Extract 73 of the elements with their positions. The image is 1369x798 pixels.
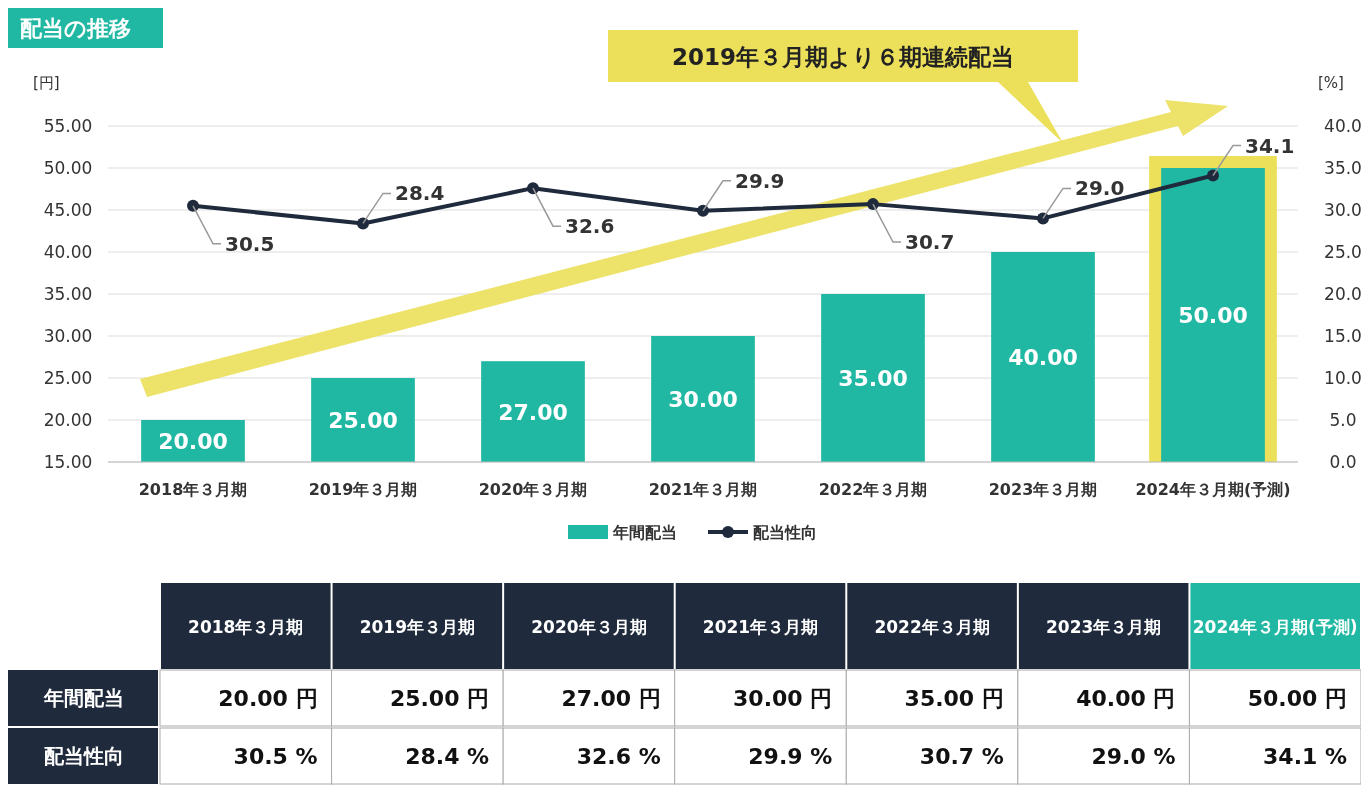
data-label: 30.7 (905, 230, 955, 255)
text: 27.00 円 (561, 686, 661, 711)
y2-tick-label: 10.0 (1324, 368, 1362, 388)
category-label: 2020年３月期 (531, 617, 647, 637)
text: 28.4 % (405, 744, 490, 769)
point (1037, 212, 1049, 225)
x-tick-label: 2023年３月期 (988, 480, 1098, 499)
y2-tick-label: 20.0 (1324, 284, 1362, 304)
data-label: 50.00 (1178, 303, 1248, 328)
category-label: 2019年３月期 (359, 617, 476, 637)
text: 2019年３月期より６期連続配当 (671, 44, 1015, 70)
text: 30.00 円 (733, 686, 833, 711)
y2-tick-label: 0.0 (1329, 452, 1357, 472)
data-label: 32.6 (565, 214, 615, 239)
data-label: 28.4 (395, 181, 445, 206)
x-tick-label: 2020年３月期 (478, 480, 588, 499)
y2-tick-label: 25.0 (1324, 242, 1362, 262)
text: 32.6 % (576, 744, 661, 769)
data-label: 30.5 (225, 231, 275, 256)
text: 40.00 円 (1076, 686, 1176, 711)
category-label: 2021年３月期 (702, 617, 819, 637)
text: 30.5 % (233, 744, 318, 769)
text: 50.00 円 (1247, 686, 1347, 711)
point (867, 198, 879, 211)
text: 2024年３月期(予測) (1192, 617, 1358, 637)
y-tick-label: 15.00 (43, 452, 93, 472)
text: 34.1 % (1263, 744, 1347, 769)
data-label: 34.1 (1245, 133, 1295, 158)
y2-tick-label: 30.0 (1324, 200, 1362, 220)
y-axis-title: [円] (33, 74, 60, 92)
x-tick-label: 2019年３月期 (308, 480, 418, 499)
data-label: 29.0 (1075, 176, 1125, 201)
x-tick-label: 2021年３月期 (648, 480, 758, 499)
text: 29.9 % (748, 744, 833, 769)
legend-label: 年間配当 (612, 523, 677, 542)
x-tick-label: 2022年３月期 (818, 480, 928, 499)
y-tick-label: 40.00 (43, 242, 93, 262)
data-label: 40.00 (1008, 345, 1078, 370)
point (527, 182, 539, 195)
chart-title: 配当の推移 (20, 16, 131, 41)
text: 25.00 円 (389, 686, 490, 711)
y-tick-label: 45.00 (43, 200, 93, 220)
category-label: 2023年３月期 (1045, 617, 1162, 637)
y-tick-label: 25.00 (43, 368, 93, 388)
y2-tick-label: 40.0 (1324, 116, 1362, 136)
data-label: 20.00 (158, 429, 228, 454)
data-label: 35.00 (838, 366, 908, 391)
text: 年間配当 (44, 686, 124, 710)
legend-label: 配当性向 (753, 523, 817, 542)
point (697, 204, 709, 217)
text: 20.00 円 (218, 686, 318, 711)
category-label: 2018年３月期 (188, 617, 304, 637)
data-label: 25.00 (328, 408, 398, 433)
category-label: 2022年３月期 (874, 617, 990, 637)
x-tick-label: 2018年３月期 (138, 480, 248, 499)
data-label: 30.00 (668, 387, 738, 412)
y-tick-label: 30.00 (43, 326, 93, 346)
text: 30.7 % (919, 744, 1004, 769)
y-tick-label: 35.00 (43, 284, 93, 304)
y2-axis-title: [%] (1318, 74, 1344, 92)
text: 35.00 円 (904, 686, 1004, 711)
y-tick-label: 55.00 (43, 116, 93, 136)
point (187, 199, 199, 212)
y2-tick-label: 35.0 (1324, 158, 1362, 178)
text: 29.0 % (1091, 744, 1176, 769)
data-label: 29.9 (735, 168, 785, 193)
y2-tick-label: 5.0 (1329, 410, 1357, 430)
x-tick-label: 2024年３月期(予測) (1135, 480, 1291, 499)
y-tick-label: 50.00 (43, 158, 93, 178)
y2-tick-label: 15.0 (1324, 326, 1362, 346)
text: 配当性向 (44, 744, 124, 768)
y-tick-label: 20.00 (43, 410, 93, 430)
data-label: 27.00 (498, 399, 568, 425)
